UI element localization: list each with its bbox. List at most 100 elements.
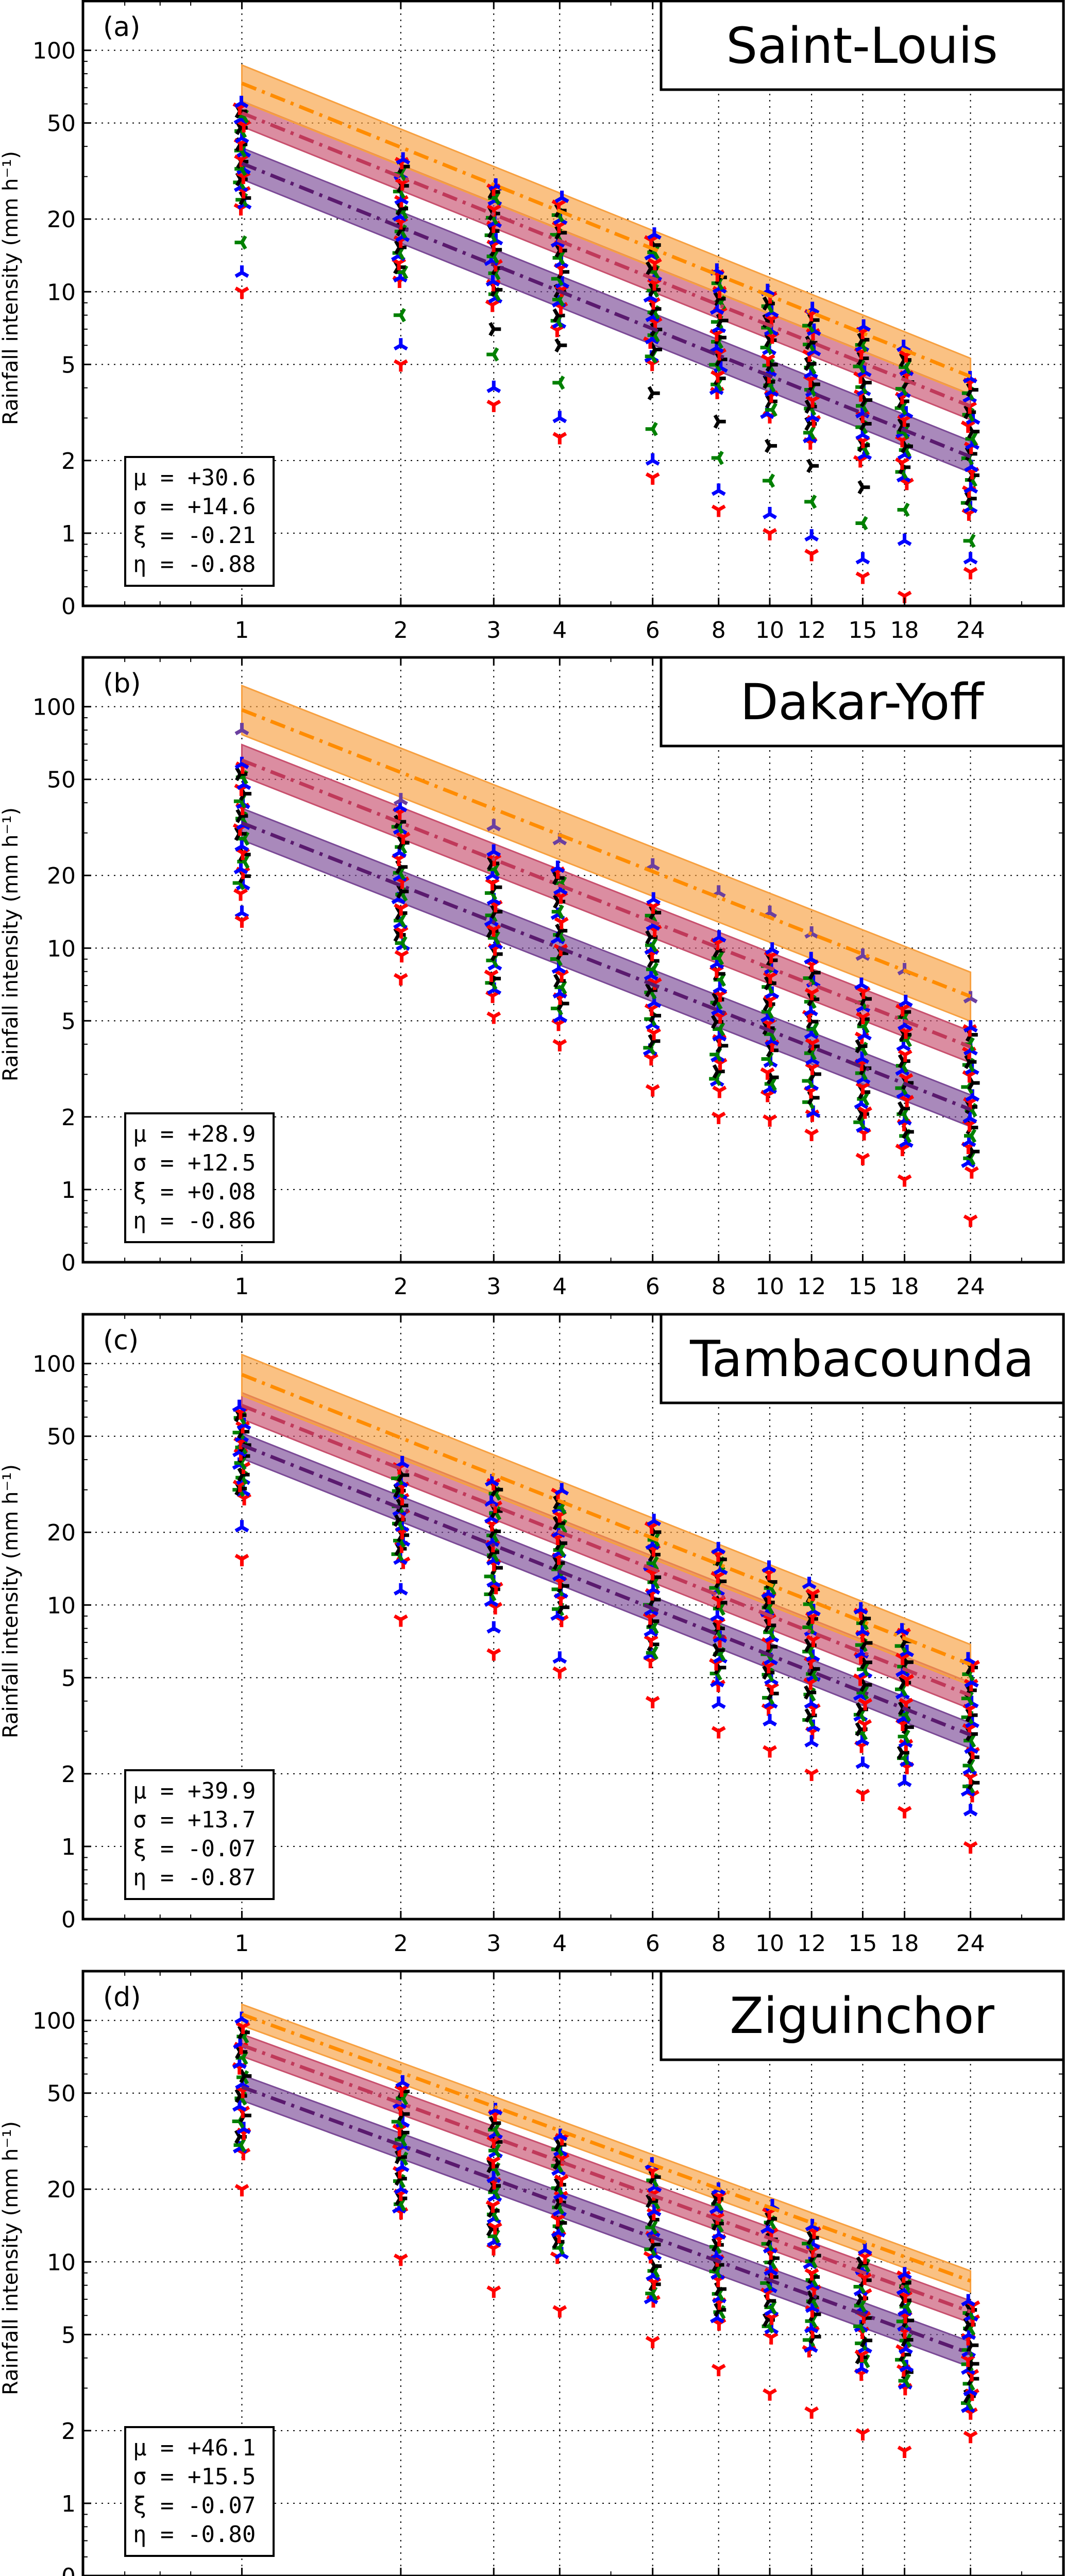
parameter-eta: η = -0.87 bbox=[133, 1865, 256, 1891]
x-tick-label: 4 bbox=[552, 617, 567, 643]
observation-marker bbox=[553, 2128, 568, 2141]
observation-marker bbox=[647, 1028, 662, 1041]
observation-marker bbox=[963, 1020, 978, 1033]
observation-marker bbox=[647, 227, 662, 240]
observation-marker bbox=[761, 1052, 774, 1066]
observation-marker bbox=[763, 971, 777, 984]
parameter-mu: μ = +28.9 bbox=[133, 1121, 256, 1147]
observation-marker bbox=[552, 1039, 567, 1052]
y-tick-label: 50 bbox=[47, 767, 76, 793]
observation-marker bbox=[806, 1022, 819, 1037]
observation-marker bbox=[897, 1101, 910, 1116]
return-period-line-2yr bbox=[241, 161, 971, 459]
observation-marker bbox=[897, 1806, 912, 1819]
panel-letter: (c) bbox=[103, 1325, 139, 1356]
parameter-xi: ξ = -0.07 bbox=[133, 2493, 256, 2519]
x-tick-label: 12 bbox=[797, 1930, 826, 1957]
observation-marker bbox=[899, 360, 911, 375]
return-period-line-100yr bbox=[241, 1372, 971, 1667]
observation-marker bbox=[804, 357, 817, 371]
observation-marker bbox=[646, 962, 659, 977]
y-tick-label: 50 bbox=[47, 1424, 76, 1450]
observations bbox=[232, 1399, 980, 1854]
observation-marker bbox=[486, 2285, 501, 2298]
observation-marker bbox=[855, 948, 870, 961]
observation-marker bbox=[486, 924, 501, 937]
y-tick-label: 0 bbox=[61, 594, 76, 620]
confidence-band-10yr bbox=[241, 2033, 972, 2324]
x-tick-label: 12 bbox=[797, 1274, 826, 1300]
observation-marker bbox=[711, 370, 725, 383]
station-title-box bbox=[660, 1970, 1065, 2061]
observation-marker bbox=[898, 1729, 910, 1744]
observation-marker bbox=[552, 1651, 567, 1664]
observation-marker bbox=[961, 2294, 976, 2307]
observation-marker bbox=[805, 2218, 820, 2231]
observation-marker bbox=[550, 860, 565, 873]
observation-marker bbox=[484, 969, 499, 982]
y-tick-label: 10 bbox=[47, 279, 76, 306]
observation-marker bbox=[805, 395, 820, 408]
y-tick-label: 20 bbox=[47, 863, 76, 889]
observation-marker bbox=[552, 250, 565, 265]
observation-marker bbox=[897, 1774, 912, 1787]
station-name: Ziguinchor bbox=[730, 1987, 994, 2045]
observation-marker bbox=[960, 420, 975, 433]
panel-letter: (d) bbox=[103, 1982, 141, 2013]
x-tick-label: 15 bbox=[848, 1930, 877, 1957]
observation-marker bbox=[487, 2222, 502, 2235]
observation-marker bbox=[858, 1698, 873, 1710]
observation-marker bbox=[234, 154, 249, 167]
observation-marker bbox=[711, 1696, 726, 1709]
y-tick-label: 2 bbox=[61, 1761, 76, 1788]
observation-marker bbox=[645, 1696, 660, 1708]
observation-marker bbox=[763, 1114, 777, 1127]
parameter-box bbox=[124, 1769, 275, 1900]
observation-marker bbox=[763, 473, 775, 488]
return-period-line-10yr bbox=[241, 1403, 971, 1698]
observation-marker bbox=[555, 923, 568, 938]
x-tick-label: 2 bbox=[394, 1930, 408, 1957]
y-tick-label: 5 bbox=[61, 1665, 76, 1691]
observation-marker bbox=[895, 1653, 910, 1666]
observation-marker bbox=[765, 402, 777, 417]
observation-marker bbox=[894, 457, 909, 470]
parameter-xi: ξ = +0.08 bbox=[133, 1179, 256, 1205]
observation-marker bbox=[552, 1666, 567, 1679]
observation-marker bbox=[645, 2335, 660, 2348]
y-axis-label: Rainfall intensity (mm h⁻¹) bbox=[0, 2121, 23, 2395]
observation-marker bbox=[554, 2174, 569, 2187]
observation-marker bbox=[395, 936, 408, 951]
observation-marker bbox=[857, 1106, 872, 1119]
parameter-box bbox=[124, 2426, 275, 2557]
observation-marker bbox=[393, 359, 408, 372]
observation-marker bbox=[551, 904, 564, 919]
observation-marker bbox=[552, 432, 567, 445]
observation-marker bbox=[856, 1685, 869, 1700]
observation-marker bbox=[646, 1556, 659, 1571]
observation-marker bbox=[232, 2099, 247, 2112]
observation-marker bbox=[711, 1111, 726, 1124]
observation-marker bbox=[963, 533, 976, 548]
observation-marker bbox=[395, 2160, 410, 2173]
y-tick-label: 2 bbox=[61, 448, 76, 474]
observation-marker bbox=[898, 1049, 912, 1062]
parameter-eta: η = -0.80 bbox=[133, 2521, 256, 2548]
observation-marker bbox=[897, 533, 912, 546]
y-tick-label: 0 bbox=[61, 2564, 76, 2576]
observation-marker bbox=[804, 2406, 819, 2419]
observation-marker bbox=[551, 1019, 566, 1031]
y-tick-label: 100 bbox=[32, 38, 76, 64]
y-tick-label: 0 bbox=[61, 1907, 76, 1933]
y-tick-label: 100 bbox=[32, 694, 76, 721]
x-tick-label: 1 bbox=[234, 617, 249, 643]
observation-marker bbox=[804, 952, 819, 964]
y-tick-label: 20 bbox=[47, 207, 76, 233]
observation-marker bbox=[647, 2204, 662, 2217]
parameter-eta: η = -0.88 bbox=[133, 551, 256, 578]
observation-marker bbox=[645, 938, 658, 953]
observation-marker bbox=[712, 1064, 725, 1079]
